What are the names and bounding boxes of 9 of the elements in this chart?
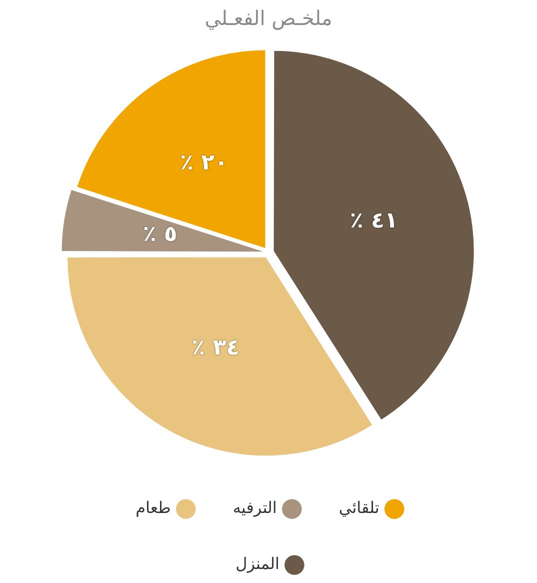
- data-label: ٪ ٢٠: [180, 150, 228, 176]
- legend-label: المنزل: [236, 554, 280, 574]
- chart-title: ملخـص الفعـلي: [204, 6, 332, 30]
- legend-label: تلقائي: [338, 498, 380, 518]
- legend-label: طعام: [136, 498, 171, 518]
- legend-label: الترفيه: [232, 498, 277, 518]
- data-label: ٪ ٤١: [350, 208, 398, 234]
- data-label: ٪ ٥: [142, 222, 178, 248]
- data-label: ٪ ٣٤: [192, 335, 240, 360]
